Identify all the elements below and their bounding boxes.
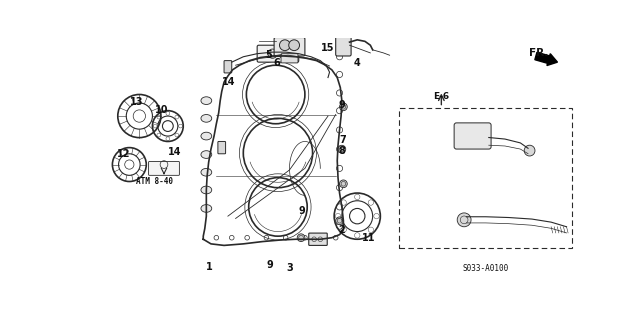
Text: 9: 9 (339, 100, 345, 110)
Ellipse shape (201, 115, 212, 122)
Text: ATM 8-40: ATM 8-40 (136, 177, 173, 186)
FancyBboxPatch shape (336, 36, 351, 56)
Circle shape (340, 180, 348, 188)
Ellipse shape (201, 186, 212, 194)
Text: 4: 4 (353, 58, 360, 68)
Text: 9: 9 (299, 206, 306, 217)
Text: 10: 10 (155, 105, 169, 115)
FancyBboxPatch shape (274, 38, 305, 56)
FancyBboxPatch shape (454, 123, 491, 149)
FancyBboxPatch shape (224, 61, 232, 73)
Ellipse shape (201, 204, 212, 212)
Circle shape (338, 145, 346, 153)
Text: 3: 3 (286, 263, 293, 273)
Text: 12: 12 (116, 149, 130, 159)
Text: 8: 8 (339, 146, 345, 156)
Ellipse shape (201, 151, 212, 159)
FancyBboxPatch shape (257, 45, 299, 62)
Text: 1: 1 (206, 262, 213, 272)
Text: 14: 14 (221, 78, 236, 87)
Ellipse shape (201, 132, 212, 140)
Text: 14: 14 (168, 147, 181, 158)
Text: 15: 15 (321, 43, 335, 53)
Ellipse shape (201, 168, 212, 176)
FancyBboxPatch shape (148, 161, 179, 175)
Circle shape (457, 213, 471, 227)
Circle shape (524, 145, 535, 156)
Bar (399, 108, 572, 248)
FancyArrow shape (535, 52, 557, 65)
FancyBboxPatch shape (281, 54, 298, 63)
Text: 7: 7 (339, 135, 346, 145)
Text: 2: 2 (339, 225, 345, 235)
Text: 5: 5 (266, 50, 272, 60)
Text: 11: 11 (362, 233, 375, 243)
Text: 13: 13 (130, 97, 143, 107)
Circle shape (297, 234, 305, 241)
Text: S033-A0100: S033-A0100 (463, 264, 509, 273)
Circle shape (289, 40, 300, 51)
Text: 9: 9 (266, 260, 273, 270)
Text: E-6: E-6 (433, 92, 449, 101)
Text: 6: 6 (273, 58, 280, 68)
Circle shape (336, 217, 344, 225)
FancyBboxPatch shape (218, 141, 225, 154)
Circle shape (280, 40, 291, 51)
Circle shape (340, 103, 348, 111)
Ellipse shape (201, 97, 212, 105)
Text: FR.: FR. (529, 48, 548, 58)
FancyBboxPatch shape (308, 233, 327, 245)
